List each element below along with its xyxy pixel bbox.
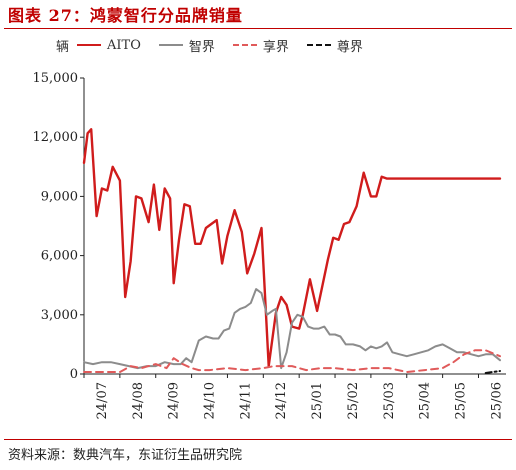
x-tick-label: 24/11	[238, 382, 253, 419]
legend-item-xiangjie: 享界	[232, 36, 289, 55]
y-tick-label: 9,000	[41, 189, 78, 204]
x-tick-label: 25/01	[310, 382, 325, 419]
legend-swatch-aito	[77, 44, 102, 46]
y-tick-label: 15,000	[33, 71, 79, 86]
source-rule	[4, 439, 512, 440]
legend-item-aito: AITO	[77, 38, 141, 53]
series-line-3	[484, 370, 501, 374]
x-tick-label: 24/07	[95, 382, 110, 419]
x-tick-label: 25/03	[382, 382, 397, 419]
title-rule	[4, 28, 512, 29]
chart-title: 图表 27：鸿蒙智行分品牌销量	[8, 6, 243, 25]
unit-label: 辆	[56, 39, 70, 55]
source-note: 资料来源：数典汽车，东证衍生品研究院	[8, 448, 243, 463]
x-tick-label: 24/09	[167, 382, 182, 419]
y-tick-label: 6,000	[41, 249, 78, 264]
series-line-1	[83, 288, 501, 370]
x-tick-label: 24/08	[131, 382, 146, 419]
legend-swatch-zhijie	[158, 44, 183, 46]
y-tick-label: 12,000	[33, 130, 79, 145]
y-tick-label: 3,000	[41, 308, 78, 323]
legend-label-xiangjie: 享界	[262, 39, 289, 55]
y-tick-label: 0	[70, 367, 78, 382]
x-tick-label: 24/12	[274, 382, 289, 419]
x-tick-label: 25/05	[454, 382, 469, 419]
series-line-2	[83, 349, 501, 373]
legend-item-zunjie: 尊界	[306, 36, 363, 55]
x-tick-label: 25/06	[489, 382, 504, 419]
legend-label-aito: AITO	[107, 37, 141, 53]
x-tick-label: 25/04	[418, 382, 433, 419]
legend-label-zunjie: 尊界	[336, 39, 363, 55]
legend-item-zhijie: 智界	[158, 36, 215, 55]
x-tick-label: 24/10	[203, 382, 218, 419]
series-line-0	[82, 128, 502, 368]
x-tick-label: 25/02	[346, 382, 361, 419]
legend-label-zhijie: 智界	[188, 39, 215, 55]
legend-swatch-xiangjie	[232, 44, 257, 46]
legend: 辆 AITO 智界 享界 尊界	[56, 36, 381, 55]
legend-swatch-zunjie	[306, 44, 331, 46]
